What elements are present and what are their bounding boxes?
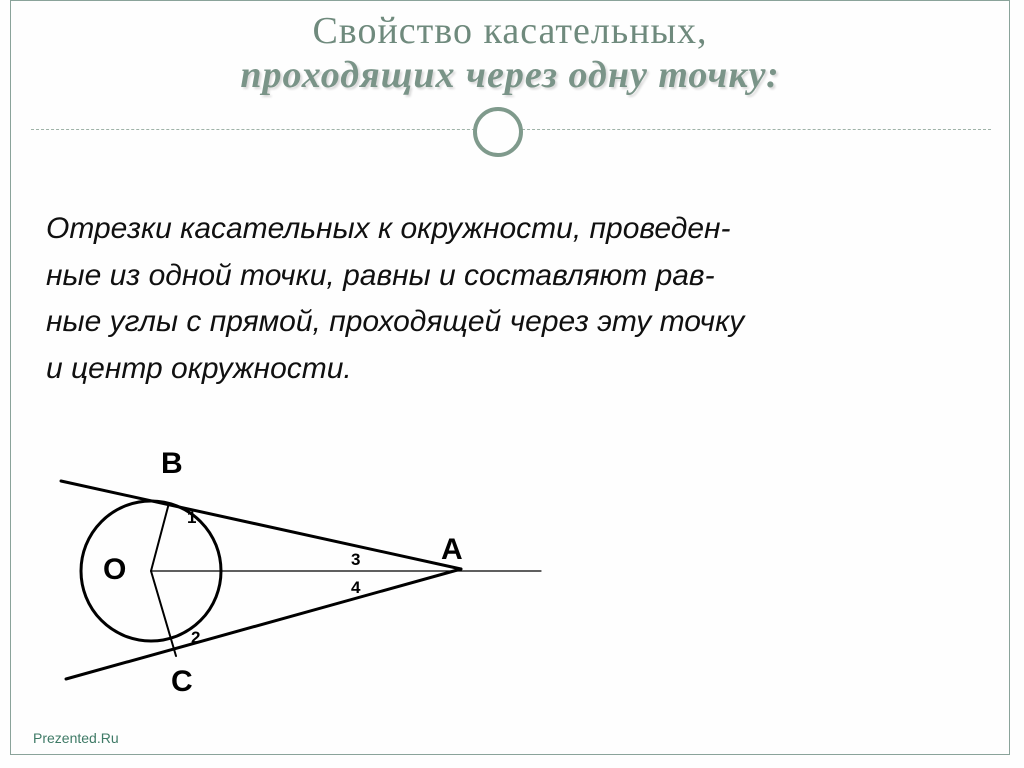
svg-text:O: O	[103, 553, 126, 586]
slide-title: Свойство касательных, проходящих через о…	[11, 9, 1009, 97]
tangent-diagram: O A B C 1 2 3 4	[41, 421, 661, 726]
divider-ring-icon	[473, 107, 523, 157]
title-line2: проходящих через одну точку:	[11, 53, 1009, 97]
title-line1: Свойство касательных,	[11, 9, 1009, 53]
svg-text:1: 1	[187, 508, 196, 527]
svg-text:C: C	[171, 665, 193, 698]
footer-credit: Prezented.Ru	[33, 730, 119, 746]
svg-text:B: B	[161, 447, 183, 480]
svg-text:4: 4	[351, 578, 361, 597]
theorem-text: Отрезки касательных к окружности, провед…	[46, 206, 986, 392]
svg-text:2: 2	[191, 628, 200, 647]
diagram-svg: O A B C 1 2 3 4	[41, 421, 661, 721]
slide-frame: Свойство касательных, проходящих через о…	[10, 0, 1010, 755]
svg-text:A: A	[441, 533, 463, 566]
svg-text:3: 3	[351, 550, 360, 569]
